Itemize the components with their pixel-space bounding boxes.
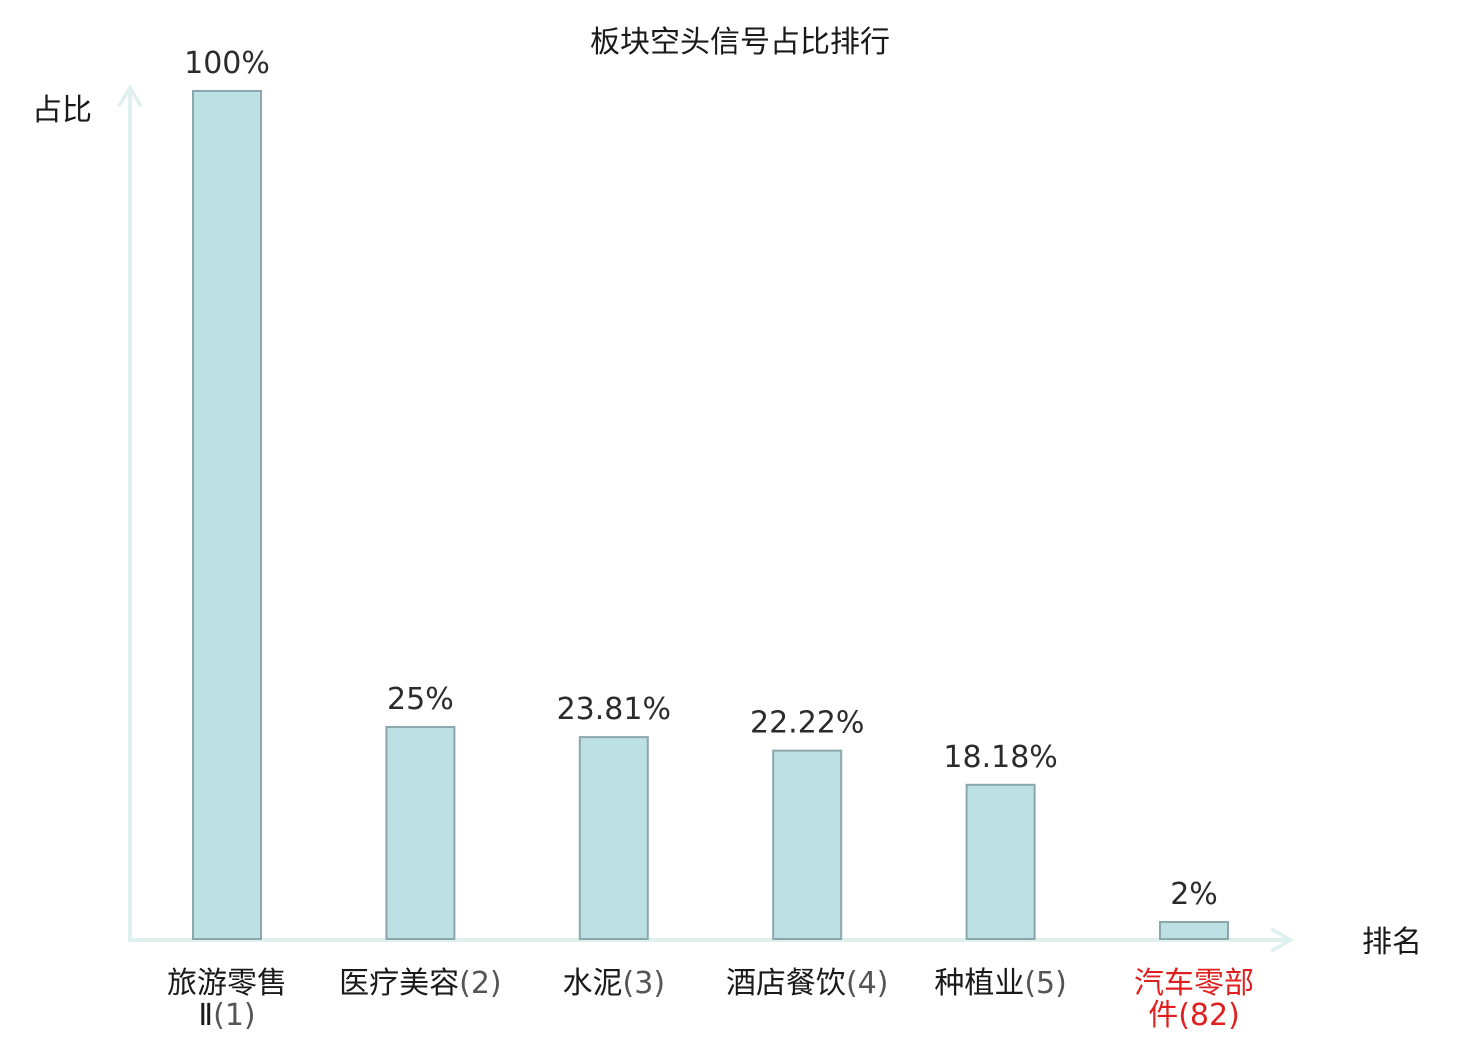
value-label-1: 100%: [184, 46, 270, 81]
bar-1: [192, 90, 262, 940]
category-label-4: 酒店餐饮(4): [726, 966, 889, 1001]
bars-group: [192, 90, 1229, 940]
chart-title: 板块空头信号占比排行: [590, 25, 890, 60]
category-label-3: 水泥(3): [563, 966, 666, 1001]
x-axis-label: 排名: [1362, 925, 1422, 960]
bar-6: [1159, 921, 1229, 940]
category-name-line: 酒店餐饮: [726, 966, 846, 1001]
category-rank: (82): [1178, 998, 1240, 1033]
category-label-1: 旅游零售 Ⅱ(1): [167, 966, 287, 1033]
category-name-line: 件: [1148, 998, 1178, 1033]
y-axis-label: 占比: [32, 93, 92, 128]
bar-3: [578, 736, 649, 940]
value-label-6: 2%: [1170, 877, 1218, 912]
value-label-2: 25%: [387, 682, 454, 717]
category-rank: (3): [623, 966, 666, 1001]
bar-5: [965, 783, 1036, 940]
category-label-6: 汽车零部件(82): [1134, 966, 1254, 1033]
value-label-3: 23.81%: [557, 692, 671, 727]
value-labels-group: 100% 25% 23.81% 22.22% 18.18% 2%: [184, 46, 1218, 912]
category-labels-group: 旅游零售 Ⅱ(1) 医疗美容(2) 水泥(3) 酒店餐饮(4) 种植业(5) 汽车零部件(8…: [167, 966, 1254, 1033]
category-name-line: 水泥: [563, 966, 623, 1001]
bar-2: [385, 726, 456, 940]
category-rank: (5): [1024, 966, 1067, 1001]
category-name-line: 汽车零部: [1134, 966, 1254, 1001]
category-rank: (2): [459, 966, 502, 1001]
value-label-5: 18.18%: [943, 740, 1057, 775]
category-name-line: 旅游零售: [167, 966, 287, 1001]
category-rank: (1): [213, 998, 256, 1033]
category-label-2: 医疗美容(2): [339, 966, 502, 1001]
bar-4: [772, 749, 843, 940]
category-rank: (4): [846, 966, 889, 1001]
category-name-line: 种植业: [934, 966, 1024, 1001]
category-name-line: 医疗美容: [339, 966, 459, 1001]
value-label-4: 22.22%: [750, 706, 864, 741]
category-name-line: Ⅱ: [198, 998, 213, 1033]
category-label-5: 种植业(5): [934, 966, 1067, 1001]
